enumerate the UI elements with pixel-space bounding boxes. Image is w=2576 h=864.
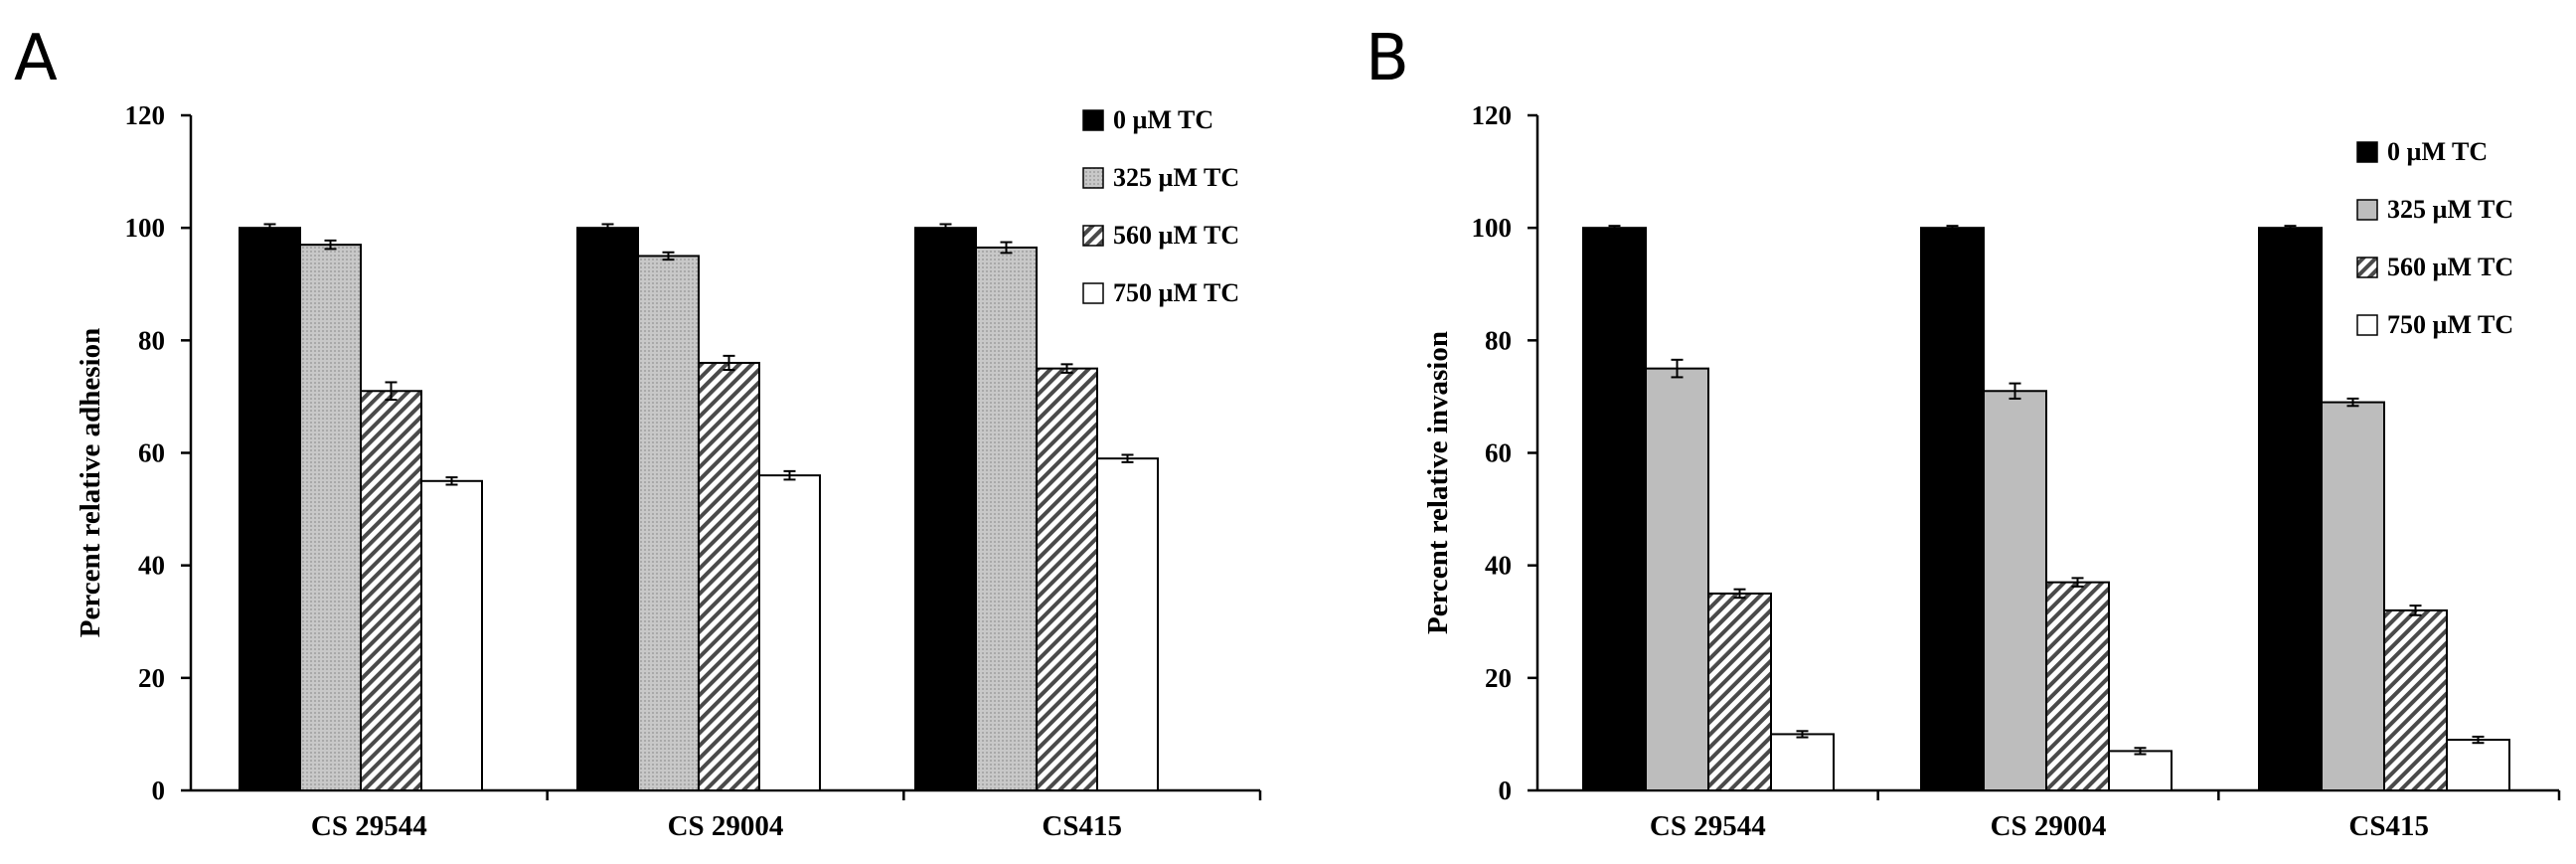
y-axis-title: Percent relative invasion [1422,331,1454,634]
bar-b-1-1 [1983,390,2047,791]
bar-a-2-3 [1096,457,1159,791]
legend-swatch [2356,314,2378,336]
y-tick-label: 80 [1485,325,1512,355]
x-category-label: CS415 [1042,810,1122,842]
y-tick-label: 80 [138,325,165,355]
bar-a-2-0 [914,227,977,791]
x-category-label: CS415 [2348,810,2429,842]
legend-label: 560 µM TC [1113,221,1239,250]
bar-a-0-0 [239,227,301,791]
y-tick-label: 60 [1485,438,1512,468]
bar-b-0-0 [1582,227,1647,791]
y-tick-label: 20 [138,663,165,693]
bar-b-0-2 [1707,592,1772,791]
bar-b-1-3 [2108,750,2173,791]
bar-a-2-2 [1036,367,1098,791]
bar-b-1-2 [2045,581,2110,791]
x-category-label: CS 29004 [668,810,784,842]
x-category-label: CS 29004 [1991,810,2107,842]
y-tick-label: 120 [125,100,166,130]
bar-b-2-3 [2446,739,2510,792]
adhesion-chart: 0 20 40 60 80 100 120 CS 29544 CS 29004 CS415 Perc… [75,100,1262,842]
y-axis-title: Percent relative adhesion [75,328,106,637]
bar-b-1-0 [1920,227,1985,791]
y-tick-label: 20 [1485,663,1512,693]
bar-a-1-0 [576,227,639,791]
invasion-chart: 0 20 40 60 80 100 120 CS 29544 CS 29004 CS415 Perc… [1422,100,2561,842]
bar-a-1-1 [637,255,700,792]
legend-swatch [2356,199,2378,221]
y-tick-label: 100 [125,213,166,243]
y-tick-label: 0 [1499,776,1513,805]
x-category-label: CS 29544 [1650,810,1766,842]
bar-a-1-2 [698,361,760,791]
y-tick-label: 0 [152,776,166,805]
bar-b-0-3 [1770,733,1835,792]
legend-swatch [1082,167,1104,189]
legend-label: 325 µM TC [1113,163,1239,192]
legend-swatch [1082,225,1104,247]
bar-b-0-1 [1645,367,1709,791]
bar-b-2-2 [2383,608,2448,792]
legend-label: 750 µM TC [1113,278,1239,307]
legend-label: 750 µM TC [2387,310,2513,339]
bar-b-2-1 [2321,401,2385,791]
legend-swatch [2356,257,2378,278]
bar-a-2-1 [975,246,1038,792]
legend-swatch [1082,282,1104,304]
bar-a-1-3 [758,474,821,791]
bar-a-0-1 [299,244,362,791]
legend-label: 325 µM TC [2387,195,2513,224]
y-tick-label: 40 [138,551,165,581]
legend-label: 0 µM TC [1113,105,1213,134]
bar-a-0-3 [420,479,483,791]
y-tick-label: 120 [1472,100,1513,130]
bar-b-2-0 [2258,227,2323,791]
y-tick-label: 40 [1485,551,1512,581]
x-category-label: CS 29544 [311,810,427,842]
legend-swatch [1082,109,1104,131]
legend-swatch [2356,141,2378,163]
legend-label: 560 µM TC [2387,253,2513,281]
y-tick-label: 100 [1472,213,1513,243]
panel-a-letter: A [14,22,58,95]
legend-label: 0 µM TC [2387,137,2488,166]
panel-b-letter: B [1366,22,1409,95]
bar-a-0-2 [360,390,422,791]
y-tick-label: 60 [138,438,165,468]
